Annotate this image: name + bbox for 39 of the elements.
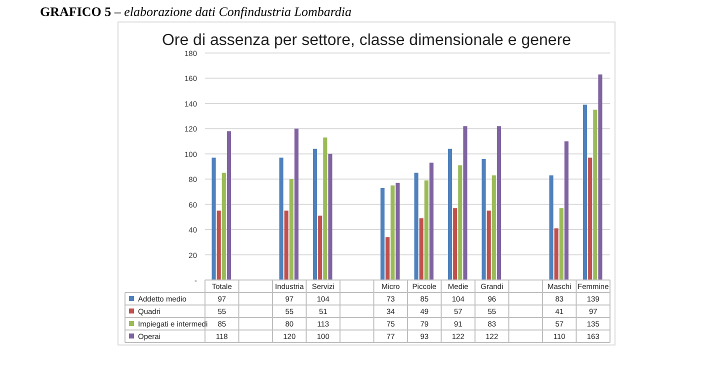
bar [279, 158, 284, 280]
bar [318, 216, 322, 280]
bar [593, 110, 598, 280]
bar [463, 126, 468, 280]
bar [386, 237, 390, 280]
bar [226, 131, 231, 280]
bar [429, 162, 434, 280]
bar [222, 172, 226, 280]
bar [414, 172, 418, 280]
bar [396, 182, 400, 280]
bar [583, 104, 588, 280]
bar [216, 210, 221, 280]
bar [448, 148, 452, 280]
bar [212, 158, 216, 280]
bar [453, 208, 458, 280]
bar [598, 74, 602, 280]
bar [496, 126, 501, 280]
bar [284, 210, 288, 280]
chart-title: Ore di assenza per settore, classe dimensionale e genere [162, 32, 572, 49]
bar [458, 165, 462, 280]
bar [390, 185, 395, 280]
bar [294, 128, 298, 280]
bar [549, 175, 554, 280]
bar [482, 158, 486, 280]
bar [289, 179, 294, 280]
bar [313, 148, 318, 280]
text: GRAFICO 5 [40, 4, 112, 19]
bar [554, 228, 558, 280]
bar [328, 154, 332, 280]
bar [588, 158, 592, 280]
bar [559, 208, 564, 280]
bar [419, 218, 424, 280]
bar [486, 210, 491, 280]
bar [380, 188, 385, 280]
text: – elaborazione dati Confindustria Lombardia [111, 4, 352, 19]
bar [492, 175, 496, 280]
bar [323, 137, 328, 280]
bar [564, 141, 568, 280]
bar [424, 180, 428, 280]
